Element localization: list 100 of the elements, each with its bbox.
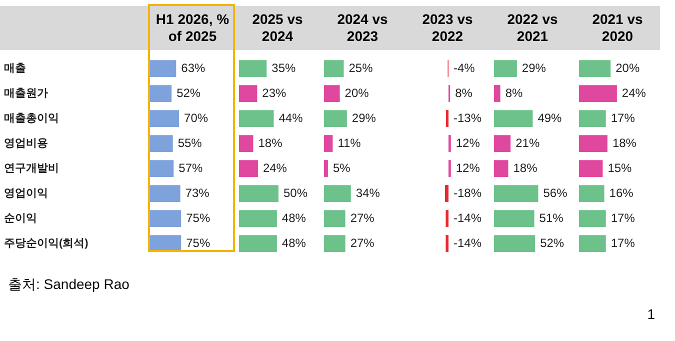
data-label: 75%: [186, 236, 210, 250]
bar: [239, 60, 267, 77]
bar: [579, 185, 604, 202]
bar: [239, 185, 278, 202]
data-label: 18%: [258, 136, 283, 150]
data-label: 5%: [332, 160, 351, 175]
bar: [494, 160, 508, 177]
data-label: 34%: [356, 186, 380, 200]
data-label: 48%: [282, 210, 306, 225]
bar: [324, 185, 351, 202]
bar: [324, 160, 328, 177]
bar: [324, 60, 344, 77]
data-label: 27%: [350, 210, 375, 225]
data-label: 16%: [609, 186, 634, 200]
bar: [239, 210, 277, 227]
data-label: 24%: [622, 86, 646, 100]
chart-title: H1 2026, % of 2025: [150, 6, 235, 50]
data-label: 27%: [350, 236, 375, 250]
bar: [150, 110, 180, 127]
bar: [324, 110, 347, 127]
data-label: -14%: [454, 236, 482, 250]
bar: [324, 85, 340, 102]
bar: [324, 235, 346, 252]
data-label: 20%: [344, 86, 370, 100]
data-label: 20%: [616, 60, 640, 75]
data-label: 24%: [262, 160, 288, 175]
data-label: 17%: [610, 110, 636, 125]
data-label: 70%: [184, 110, 208, 125]
data-label: 15%: [608, 160, 632, 175]
data-label: -13%: [454, 110, 482, 125]
chart-title: 2025 vs 2024: [235, 6, 320, 50]
bar: [579, 160, 603, 177]
data-label: 55%: [178, 136, 202, 150]
data-label: 52%: [540, 236, 564, 250]
y-tick-label: 영업이익: [4, 188, 48, 200]
bar: [324, 210, 346, 227]
chart-title: 2023 vs 2022: [405, 6, 490, 50]
bar: [579, 235, 606, 252]
bar: [494, 135, 511, 152]
data-label: 50%: [284, 186, 308, 200]
data-label: 75%: [186, 210, 210, 225]
chart-title: 2021 vs 2020: [575, 6, 660, 50]
data-label: 12%: [456, 136, 480, 150]
data-label: 8%: [505, 86, 523, 100]
data-label: 21%: [516, 136, 540, 150]
data-label: 44%: [278, 110, 304, 125]
y-tick-label: 영업비용: [4, 138, 48, 150]
data-label: 63%: [181, 60, 206, 75]
data-label: -4%: [454, 60, 476, 75]
data-label: 18%: [513, 160, 538, 175]
bar: [150, 185, 180, 202]
data-label: 73%: [185, 186, 210, 200]
data-label: 18%: [612, 136, 637, 150]
bar: [239, 235, 277, 252]
data-label: -14%: [454, 210, 482, 225]
data-label: 17%: [610, 210, 636, 225]
data-label: 56%: [543, 186, 568, 200]
y-tick-label: 매출: [4, 62, 26, 75]
bar: [494, 85, 500, 102]
bar: [239, 85, 258, 102]
bar: [579, 210, 606, 227]
data-label: 49%: [538, 110, 562, 125]
chart-title: 2022 vs 2021: [490, 6, 575, 50]
bar: [150, 135, 173, 152]
bar: [150, 60, 176, 77]
bar: [579, 85, 617, 102]
bar: [150, 210, 182, 227]
data-label: 48%: [282, 236, 306, 250]
data-label: 35%: [272, 60, 296, 75]
data-label: 52%: [176, 86, 201, 100]
data-label: 11%: [338, 136, 362, 150]
bar: [150, 85, 172, 102]
data-label: 51%: [539, 210, 564, 225]
bar: [239, 135, 254, 152]
bar: [324, 135, 333, 152]
bar: [579, 60, 611, 77]
bar: [150, 160, 174, 177]
chart-title: 2024 vs 2023: [320, 6, 405, 50]
data-label: -18%: [454, 186, 482, 200]
data-label: 29%: [352, 110, 376, 125]
data-label: 25%: [348, 60, 374, 75]
text: 1: [647, 306, 655, 322]
bar: [494, 60, 517, 77]
bar: [494, 110, 533, 127]
bar: [494, 235, 536, 252]
data-label: 17%: [610, 236, 636, 250]
y-tick-label: 순이익: [4, 212, 37, 225]
bar: [579, 110, 606, 127]
data-label: 29%: [522, 60, 546, 75]
source-note: 출처: Sandeep Rao: [8, 276, 130, 294]
y-tick-label: 주당순이익(희석): [4, 238, 89, 250]
y-tick-label: 연구개발비: [4, 162, 59, 175]
bar: [494, 185, 538, 202]
data-label: 57%: [178, 160, 204, 175]
y-tick-label: 매출총이익: [4, 112, 59, 125]
bar: [239, 160, 258, 177]
bar: [494, 210, 534, 227]
data-label: 8%: [455, 86, 473, 100]
data-label: 23%: [262, 86, 287, 100]
y-tick-label: 매출원가: [4, 88, 48, 100]
